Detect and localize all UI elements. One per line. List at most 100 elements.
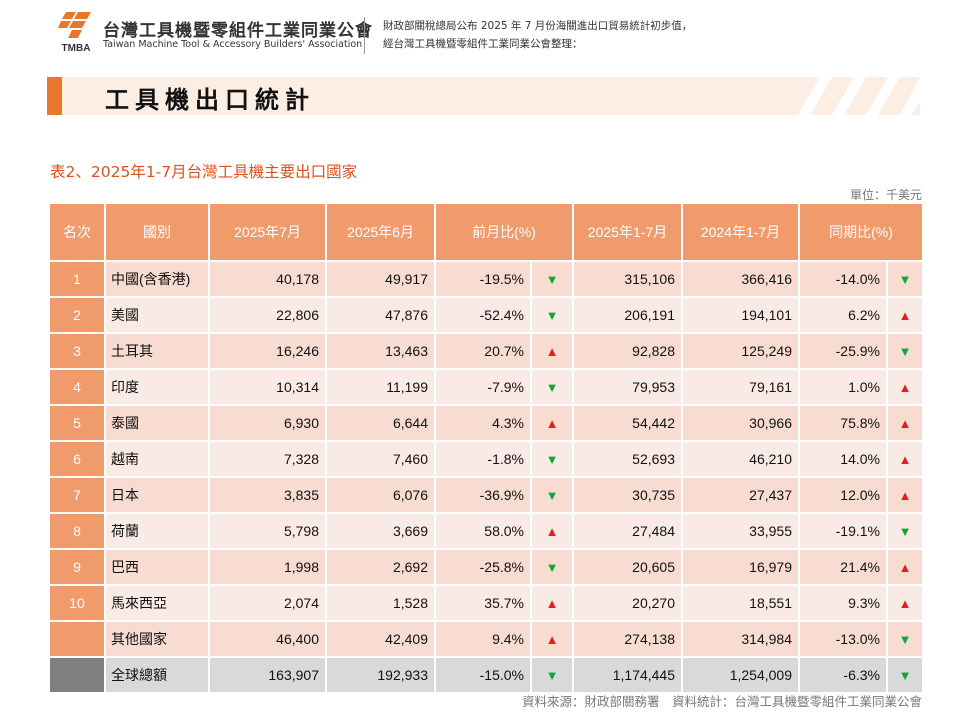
cell-rank: 6 (48, 440, 106, 478)
cell-rank: 9 (48, 548, 106, 586)
table-row: 3 土耳其 16,246 13,463 20.7% ▲ 92,828 125,249 -25.9… (48, 332, 924, 370)
cell-jul: 10,314 (208, 368, 327, 406)
cell-ytd-2024: 16,979 (681, 548, 800, 586)
cell-mom: 58.0% (434, 512, 532, 550)
down-arrow-icon: ▼ (898, 271, 912, 287)
yoy-arrow-icon: ▲ (886, 476, 924, 514)
banner-title: 工具機出口統計 (105, 86, 315, 114)
cell-country: 巴西 (104, 548, 210, 586)
cell-ytd-2024: 30,966 (681, 404, 800, 442)
cell-jun: 2,692 (325, 548, 436, 586)
up-arrow-icon: ▲ (898, 487, 912, 503)
cell-yoy: -13.0% (798, 620, 888, 658)
down-arrow-icon: ▼ (545, 667, 559, 683)
header-mom: 前月比(%) (434, 202, 574, 262)
header-yoy: 同期比(%) (798, 202, 924, 262)
down-arrow-icon: ▼ (545, 559, 559, 575)
cell-yoy: 12.0% (798, 476, 888, 514)
cell-country: 越南 (104, 440, 210, 478)
table-row: 其他國家 46,400 42,409 9.4% ▲ 274,138 314,984 -13.0… (48, 620, 924, 658)
cell-yoy: -14.0% (798, 260, 888, 298)
yoy-arrow-icon: ▲ (886, 404, 924, 442)
mom-arrow-icon: ▼ (530, 296, 574, 334)
table-row: 7 日本 3,835 6,076 -36.9% ▼ 30,735 27,437 12.0% ▲ (48, 476, 924, 514)
cell-mom: 4.3% (434, 404, 532, 442)
cell-jul: 40,178 (208, 260, 327, 298)
cell-rank: 5 (48, 404, 106, 442)
cell-ytd-2025: 206,191 (572, 296, 683, 334)
cell-rank: 8 (48, 512, 106, 550)
cell-country: 印度 (104, 368, 210, 406)
cell-jun: 11,199 (325, 368, 436, 406)
table-row: 全球總額 163,907 192,933 -15.0% ▼ 1,174,445 1,254,… (48, 656, 924, 694)
cell-yoy: 6.2% (798, 296, 888, 334)
cell-ytd-2025: 20,605 (572, 548, 683, 586)
up-arrow-icon: ▲ (545, 523, 559, 539)
yoy-arrow-icon: ▲ (886, 548, 924, 586)
table-row: 2 美國 22,806 47,876 -52.4% ▼ 206,191 194,101 6.2%… (48, 296, 924, 334)
mom-arrow-icon: ▼ (530, 476, 574, 514)
cell-rank: 4 (48, 368, 106, 406)
cell-yoy: -19.1% (798, 512, 888, 550)
mom-arrow-icon: ▲ (530, 404, 574, 442)
header-jun: 2025年6月 (325, 202, 436, 262)
header-ytd-2024: 2024年1-7月 (681, 202, 800, 262)
up-arrow-icon: ▲ (545, 595, 559, 611)
cell-ytd-2025: 315,106 (572, 260, 683, 298)
cell-country: 馬來西亞 (104, 584, 210, 622)
cell-ytd-2025: 274,138 (572, 620, 683, 658)
down-arrow-icon: ▼ (545, 379, 559, 395)
down-arrow-icon: ▼ (898, 343, 912, 359)
table-body: 1 中國(含香港) 40,178 49,917 -19.5% ▼ 315,106 366,41… (48, 260, 924, 694)
cell-yoy: 21.4% (798, 548, 888, 586)
cell-ytd-2025: 92,828 (572, 332, 683, 370)
header-jul: 2025年7月 (208, 202, 327, 262)
logo-text: TMBA (62, 43, 91, 54)
yoy-arrow-icon: ▼ (886, 260, 924, 298)
cell-mom: -52.4% (434, 296, 532, 334)
cell-mom: -36.9% (434, 476, 532, 514)
table-row: 5 泰國 6,930 6,644 4.3% ▲ 54,442 30,966 75.8% ▲ (48, 404, 924, 442)
up-arrow-icon: ▲ (545, 343, 559, 359)
cell-jul: 7,328 (208, 440, 327, 478)
cell-country: 土耳其 (104, 332, 210, 370)
cell-jul: 6,930 (208, 404, 327, 442)
cell-yoy: 75.8% (798, 404, 888, 442)
cell-jun: 42,409 (325, 620, 436, 658)
cell-yoy: 14.0% (798, 440, 888, 478)
cell-jul: 46,400 (208, 620, 327, 658)
cell-jul: 1,998 (208, 548, 327, 586)
cell-ytd-2025: 27,484 (572, 512, 683, 550)
cell-ytd-2025: 1,174,445 (572, 656, 683, 694)
cell-country: 美國 (104, 296, 210, 334)
cell-mom: -7.9% (434, 368, 532, 406)
table-row: 8 荷蘭 5,798 3,669 58.0% ▲ 27,484 33,955 -19.1% ▼ (48, 512, 924, 550)
cell-mom: -15.0% (434, 656, 532, 694)
cell-yoy: 1.0% (798, 368, 888, 406)
cell-country: 中國(含香港) (104, 260, 210, 298)
cell-jun: 6,644 (325, 404, 436, 442)
down-arrow-icon: ▼ (898, 631, 912, 647)
yoy-arrow-icon: ▼ (886, 656, 924, 694)
cell-ytd-2024: 46,210 (681, 440, 800, 478)
cell-jul: 22,806 (208, 296, 327, 334)
cell-yoy: -25.9% (798, 332, 888, 370)
cell-mom: -25.8% (434, 548, 532, 586)
org-name-cn: 台灣工具機暨零組件工業同業公會 (103, 21, 373, 41)
yoy-arrow-icon: ▼ (886, 512, 924, 550)
table-row: 6 越南 7,328 7,460 -1.8% ▼ 52,693 46,210 14.0% ▲ (48, 440, 924, 478)
up-arrow-icon: ▲ (898, 415, 912, 431)
cell-jun: 49,917 (325, 260, 436, 298)
mom-arrow-icon: ▼ (530, 440, 574, 478)
cell-yoy: -6.3% (798, 656, 888, 694)
cell-rank (48, 656, 106, 694)
cell-rank: 2 (48, 296, 106, 334)
table-row: 4 印度 10,314 11,199 -7.9% ▼ 79,953 79,161 1.0% ▲ (48, 368, 924, 406)
mom-arrow-icon: ▲ (530, 512, 574, 550)
banner-accent-bar (47, 77, 62, 115)
cell-country: 全球總額 (104, 656, 210, 694)
up-arrow-icon: ▲ (898, 595, 912, 611)
cell-ytd-2024: 314,984 (681, 620, 800, 658)
mom-arrow-icon: ▲ (530, 332, 574, 370)
tmba-logo: TMBA (58, 12, 91, 54)
